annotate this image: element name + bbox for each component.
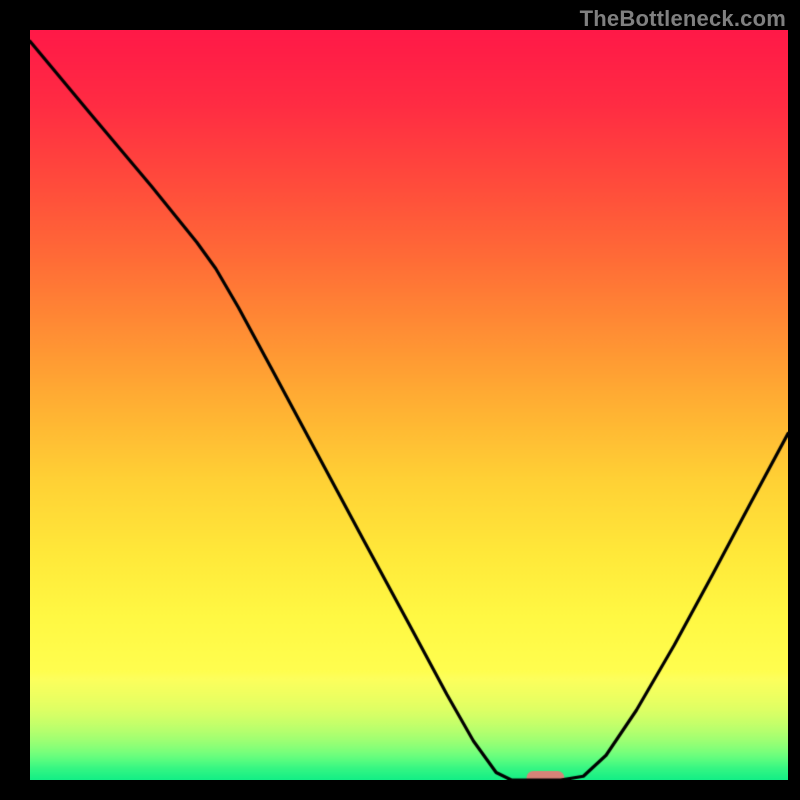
- frame-border-right: [788, 0, 800, 800]
- watermark-text: TheBottleneck.com: [580, 6, 786, 32]
- frame-border-left: [0, 0, 30, 800]
- bottleneck-plot: [30, 30, 788, 780]
- frame-border-bottom: [0, 780, 800, 800]
